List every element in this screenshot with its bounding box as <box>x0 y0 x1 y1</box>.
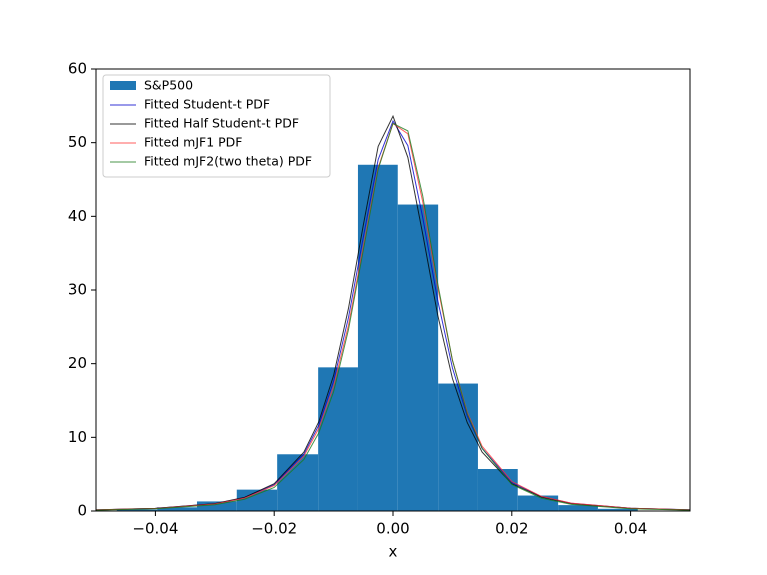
histogram-bar <box>597 508 638 511</box>
y-tick-label: 30 <box>68 281 87 299</box>
x-tick-label: −0.04 <box>132 520 178 538</box>
plot-area <box>96 114 690 511</box>
histogram-bar <box>438 383 478 511</box>
pdf-line <box>96 122 690 511</box>
x-tick-label: 0.02 <box>495 520 528 538</box>
y-tick-label: 20 <box>68 354 87 372</box>
legend-label: Fitted Student-t PDF <box>144 97 270 112</box>
y-tick-label: 60 <box>68 60 87 78</box>
legend-label: Fitted Half Student-t PDF <box>144 116 299 131</box>
axes: −0.04 −0.02 0.00 0.02 0.04 0 10 20 30 40 50 60 <box>68 60 691 538</box>
histogram-bar <box>318 367 358 511</box>
y-tick-label: 50 <box>68 133 87 151</box>
histogram-bar <box>196 501 237 511</box>
histogram-bar <box>236 489 278 511</box>
legend-label: Fitted mJF1 PDF <box>144 135 243 150</box>
y-tick-label: 0 <box>77 502 87 520</box>
x-tick-label: 0.04 <box>614 520 647 538</box>
histogram-bar <box>277 454 319 511</box>
x-axis-label: x <box>389 543 398 561</box>
histogram-bar <box>397 204 439 511</box>
histogram-bar <box>157 507 197 511</box>
pdf-line <box>96 119 690 511</box>
legend-swatch <box>110 81 136 90</box>
y-tick-label: 10 <box>68 428 87 446</box>
legend: S&P500 Fitted Student-t PDF Fitted Half St… <box>102 74 331 178</box>
histogram-bar <box>477 469 518 511</box>
x-tick-label: −0.02 <box>251 520 297 538</box>
legend-frame <box>102 74 331 178</box>
y-tick-label: 40 <box>68 207 87 225</box>
histogram-bar <box>116 509 158 511</box>
histogram-bar <box>357 164 398 511</box>
histogram-bar <box>558 505 598 511</box>
x-tick-label: 0.00 <box>376 520 409 538</box>
legend-label: Fitted mJF2(two theta) PDF <box>144 154 312 169</box>
legend-label: S&P500 <box>144 78 193 93</box>
histogram-bar <box>517 495 559 511</box>
pdf-line <box>96 114 690 511</box>
